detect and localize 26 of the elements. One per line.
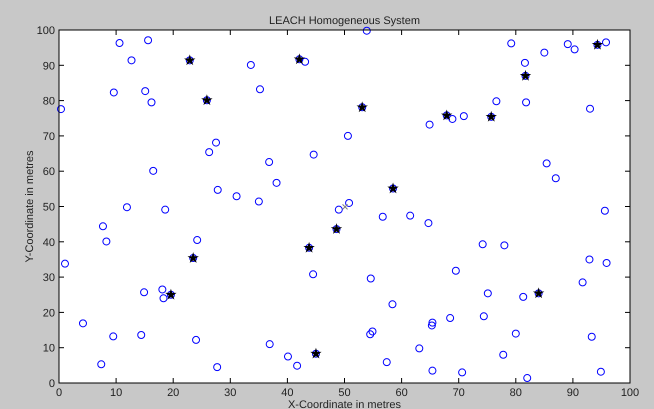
y-tick-label: 30 bbox=[42, 272, 55, 284]
y-tick-label: 70 bbox=[42, 130, 55, 143]
x-tick-label: 60 bbox=[395, 387, 408, 399]
chart-title: LEACH Homogeneous System bbox=[268, 15, 420, 27]
x-axis-title: X-Coordinate in metres bbox=[288, 399, 402, 409]
y-axis-title: Y-Coordinate in metres bbox=[24, 150, 36, 263]
x-tick-label: 30 bbox=[224, 387, 236, 399]
y-tick-label: 50 bbox=[42, 202, 55, 214]
x-tick-label: 100 bbox=[620, 387, 640, 399]
x-tick-label: 80 bbox=[510, 387, 522, 399]
point bbox=[342, 204, 348, 210]
x-tick-label: 90 bbox=[566, 387, 580, 399]
y-tick-label: 60 bbox=[42, 166, 55, 178]
x-tick-label: 40 bbox=[281, 387, 294, 399]
y-tick-label: 80 bbox=[42, 96, 55, 108]
x-tick-label: 50 bbox=[338, 387, 351, 399]
y-tick-label: 0 bbox=[48, 378, 55, 390]
y-tick-label: 100 bbox=[36, 25, 55, 37]
y-tick-label: 20 bbox=[42, 307, 55, 320]
x-tick-label: 10 bbox=[110, 387, 122, 399]
y-tick-label: 10 bbox=[42, 342, 55, 355]
x-tick-label: 70 bbox=[452, 387, 465, 399]
y-tick-label: 40 bbox=[42, 236, 55, 249]
y-tick-label: 90 bbox=[42, 60, 55, 72]
x-tick-label: 0 bbox=[56, 387, 62, 399]
x-tick-label: 20 bbox=[167, 387, 180, 399]
